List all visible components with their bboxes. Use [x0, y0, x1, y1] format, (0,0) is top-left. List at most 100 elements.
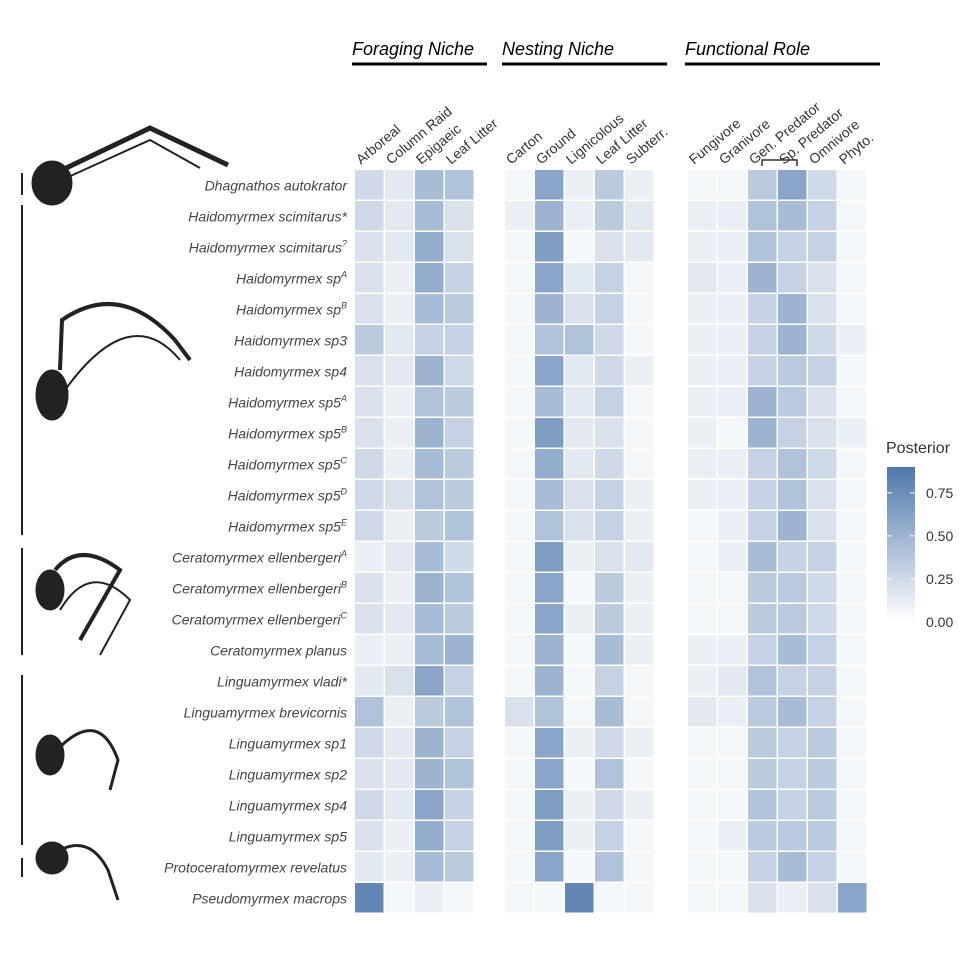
heat-cell [385, 480, 414, 510]
row-label: Ceratomyrmex ellenbergeriA [172, 549, 347, 566]
heat-cell [748, 883, 777, 913]
predator-bracket [761, 159, 798, 166]
heat-cell [718, 542, 747, 572]
heat-cell [718, 418, 747, 448]
heat-cell [688, 356, 717, 386]
heat-cell [415, 821, 444, 851]
heat-cell [625, 170, 654, 200]
heat-cell [808, 511, 837, 541]
heat-cell [505, 511, 534, 541]
heat-cell [838, 325, 867, 355]
row-label-name: Haidomyrmex sp5 [228, 519, 341, 535]
heat-cell [778, 604, 807, 634]
colorbar [887, 467, 915, 622]
heat-cell [565, 418, 594, 448]
heat-cell [355, 263, 384, 293]
heat-cell [385, 356, 414, 386]
heat-cell [385, 201, 414, 231]
heat-cell [718, 325, 747, 355]
heat-cell [445, 294, 474, 324]
heat-cell [505, 449, 534, 479]
heat-cell [595, 573, 624, 603]
heat-cell [688, 170, 717, 200]
heat-cell [838, 883, 867, 913]
heat-cell [748, 604, 777, 634]
heat-cell [505, 883, 534, 913]
heat-cell [778, 697, 807, 727]
heat-cell [748, 852, 777, 882]
heat-cell [808, 604, 837, 634]
heat-cell [838, 542, 867, 572]
heat-cell [688, 418, 717, 448]
colorbar-tick-label: 0.75 [926, 485, 953, 501]
heat-cell [688, 325, 717, 355]
heat-cell [778, 759, 807, 789]
row-label: Linguamyrmex sp4 [229, 798, 347, 814]
heat-cell [385, 883, 414, 913]
heat-cell [808, 263, 837, 293]
row-label-sup: A [340, 549, 347, 559]
heat-cell [355, 480, 384, 510]
heat-cell [445, 666, 474, 696]
heat-cell [445, 201, 474, 231]
heat-cell [625, 573, 654, 603]
row-label: Haidomyrmex scimitarus? [189, 239, 347, 256]
heat-cell [748, 666, 777, 696]
heat-cell [778, 883, 807, 913]
heat-cell [808, 821, 837, 851]
heat-cell [535, 666, 564, 696]
heat-cell [505, 604, 534, 634]
heat-cell [565, 480, 594, 510]
heat-cell [838, 790, 867, 820]
row-label: Ceratomyrmex ellenbergeriC [172, 611, 348, 628]
heat-cell [688, 232, 717, 262]
row-label-name: Dhagnathos autokrator [205, 178, 349, 194]
row-label: Haidomyrmex sp4 [234, 364, 347, 380]
heat-cell [415, 728, 444, 758]
heat-cell [505, 666, 534, 696]
heat-cell [748, 201, 777, 231]
heat-cell [415, 759, 444, 789]
heat-cell [385, 759, 414, 789]
heat-cell [688, 604, 717, 634]
heat-cell [415, 449, 444, 479]
heat-cell [565, 542, 594, 572]
heat-cell [778, 170, 807, 200]
row-label-name: Pseudomyrmex macrops [192, 891, 347, 907]
heat-cell [688, 294, 717, 324]
heat-cell [718, 883, 747, 913]
heat-cell [808, 666, 837, 696]
heat-cell [808, 418, 837, 448]
row-label: Linguamyrmex sp1 [229, 736, 347, 752]
heat-cell [355, 542, 384, 572]
heat-cell [625, 449, 654, 479]
heat-cell [688, 728, 717, 758]
row-label-name: Linguamyrmex sp5 [229, 829, 347, 845]
heat-cell [565, 170, 594, 200]
heat-cell [355, 232, 384, 262]
row-label: Haidomyrmex sp3 [234, 333, 347, 349]
row-label-sup: C [341, 611, 348, 621]
heat-cell [415, 542, 444, 572]
heat-cell [718, 635, 747, 665]
heat-cell [385, 263, 414, 293]
heat-cell [838, 604, 867, 634]
heat-cell [565, 728, 594, 758]
heat-cell [535, 697, 564, 727]
heat-cell [748, 759, 777, 789]
heat-cell [718, 232, 747, 262]
row-label: Ceratomyrmex planus [210, 643, 347, 659]
heat-cell [808, 573, 837, 603]
heat-cell [445, 542, 474, 572]
heat-cell [535, 790, 564, 820]
heat-cell [505, 821, 534, 851]
heat-cell [838, 821, 867, 851]
heat-cell [415, 511, 444, 541]
heat-cell [385, 449, 414, 479]
heat-cell [625, 666, 654, 696]
row-label-name: Haidomyrmex sp [236, 302, 341, 318]
heat-cell [535, 573, 564, 603]
heat-cell [565, 759, 594, 789]
heat-cell [415, 170, 444, 200]
heat-cell [535, 418, 564, 448]
